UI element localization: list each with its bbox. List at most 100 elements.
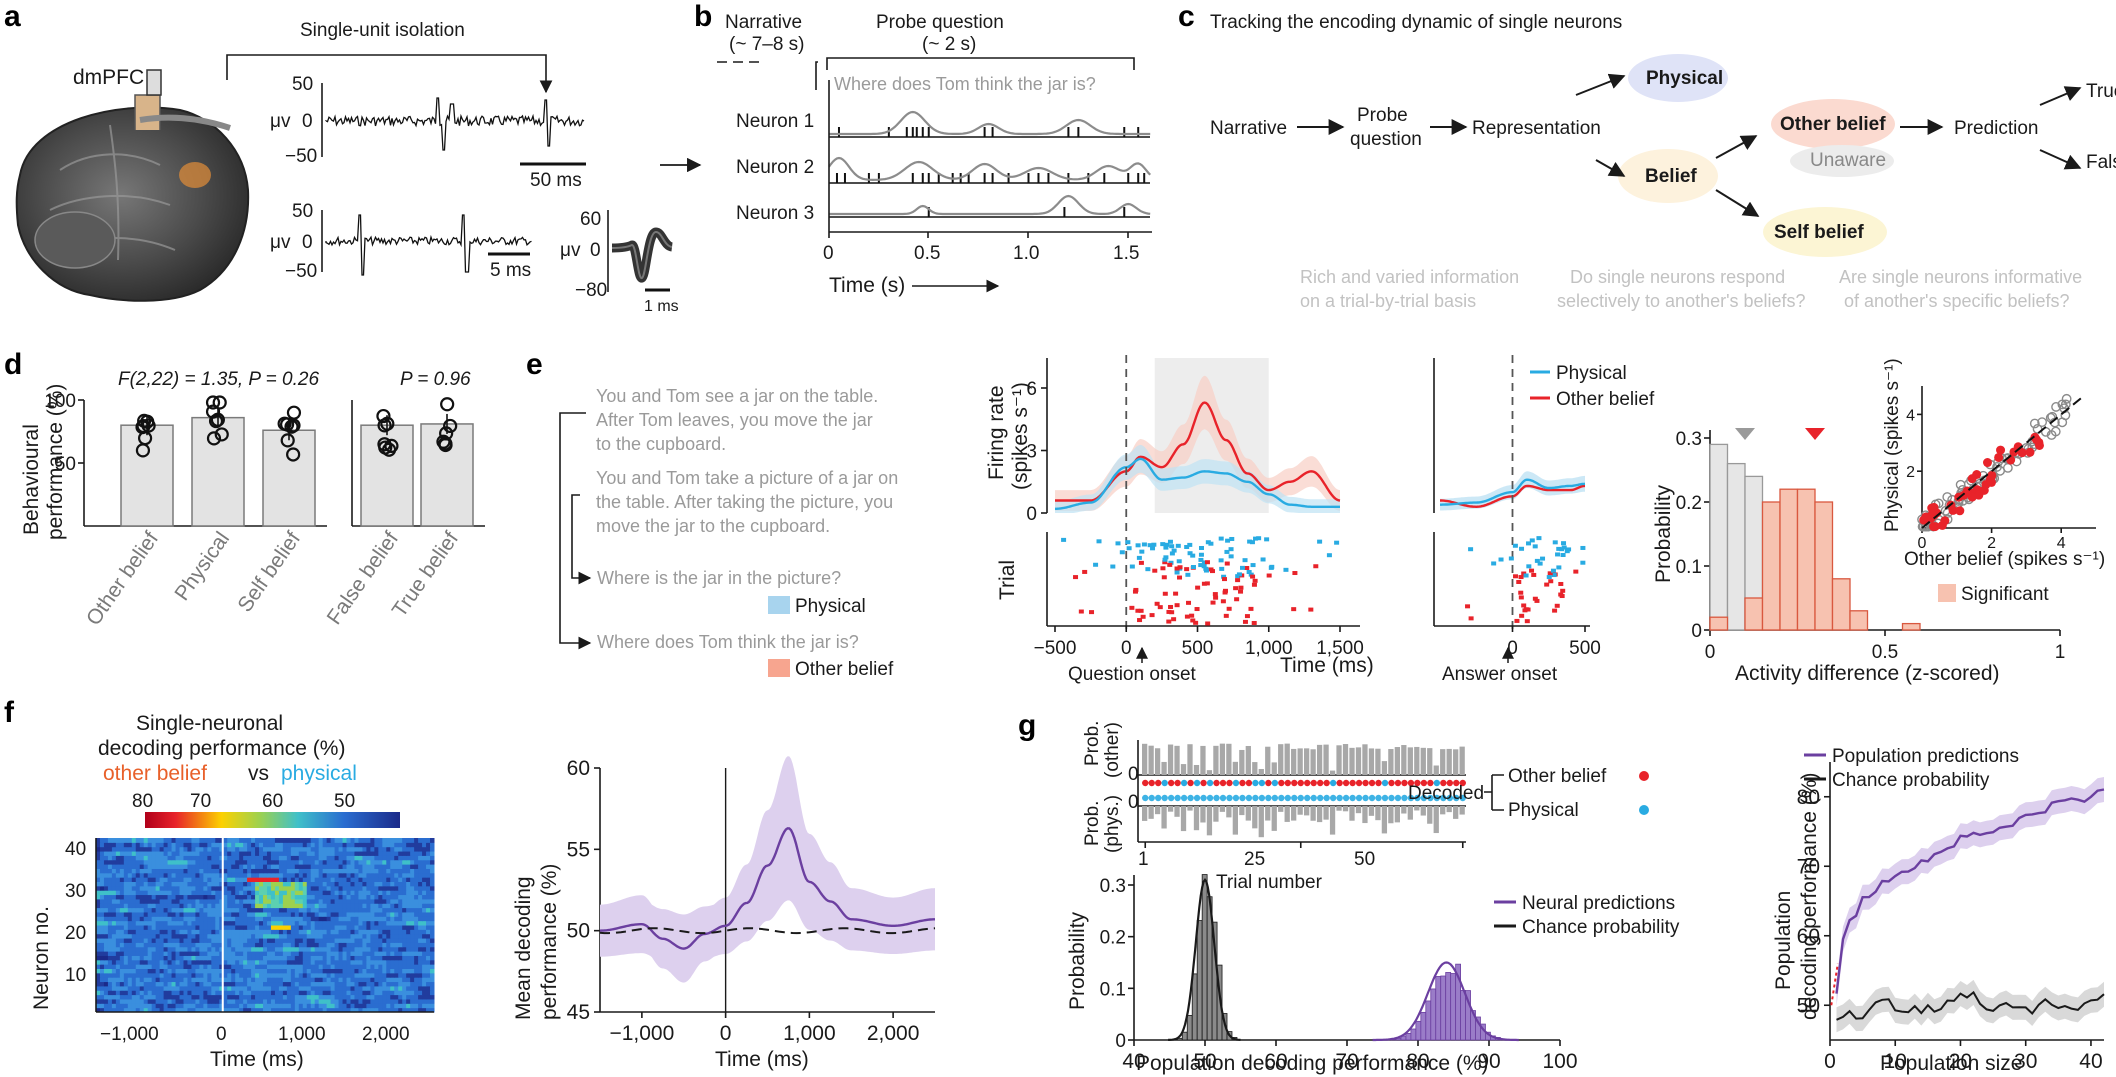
heat-cell <box>151 885 157 891</box>
heat-cell <box>199 972 204 978</box>
heat-cell <box>175 907 181 913</box>
heat-cell <box>235 968 240 974</box>
heat-cell <box>147 855 153 861</box>
heat-cell <box>290 968 296 974</box>
heat-cell <box>282 1007 288 1013</box>
heat-cell <box>354 877 359 882</box>
heat-cell <box>159 864 165 869</box>
heat-cell <box>310 903 316 909</box>
heat-cell <box>298 929 304 935</box>
heat-cell <box>227 994 232 1000</box>
heat-cell <box>115 907 121 913</box>
scatter-point <box>2032 424 2043 434</box>
heat-cell <box>418 929 423 935</box>
heat-cell <box>394 877 399 882</box>
heat-cell <box>378 877 383 882</box>
scatter-point-significant <box>2009 447 2019 457</box>
heat-cell <box>227 911 232 917</box>
heat-cell <box>266 885 272 891</box>
heat-cell <box>426 985 431 991</box>
heat-cell <box>318 846 324 852</box>
heat-cell <box>274 911 280 917</box>
prob-bar-physical <box>1161 806 1167 829</box>
heat-cell <box>99 1007 105 1013</box>
heat-cell <box>223 925 228 930</box>
prob-bar-other <box>1180 764 1187 775</box>
heat-cell <box>310 846 316 852</box>
heat-cell <box>107 994 113 1000</box>
heat-cell <box>342 903 348 909</box>
category-label: Other belief <box>82 528 163 630</box>
heat-cell <box>282 929 288 935</box>
heat-cell <box>231 885 236 891</box>
heat-cell <box>147 894 153 900</box>
heat-cell <box>430 898 435 904</box>
heat-cell <box>175 968 181 974</box>
heat-cell <box>179 972 184 978</box>
heat-cell <box>151 859 157 865</box>
heat-cell <box>390 990 395 996</box>
heat-cell <box>139 972 145 978</box>
heat-cell <box>131 951 137 956</box>
e-histogram: 0.30.20.100 0.5 1 <box>1676 428 2065 663</box>
heat-cell <box>338 916 344 922</box>
heat-cell <box>386 990 391 996</box>
heat-cell <box>119 977 125 983</box>
heat-cell <box>418 885 423 891</box>
heat-cell <box>366 938 371 943</box>
heat-cell <box>402 1003 407 1009</box>
heat-cell <box>107 907 113 913</box>
heat-cell <box>263 881 268 887</box>
heat-cell <box>318 842 324 848</box>
raster-spike <box>1326 553 1332 558</box>
heat-cell <box>362 877 367 882</box>
heat-cell <box>394 890 399 896</box>
heat-cell <box>251 859 256 865</box>
heat-cell <box>231 859 236 865</box>
heat-cell <box>306 1003 312 1009</box>
heat-cell <box>266 994 272 1000</box>
heat-cell <box>334 877 340 882</box>
heat-cell <box>151 972 157 978</box>
heat-cell <box>96 972 101 978</box>
heat-cell <box>310 894 316 900</box>
heat-cell <box>263 846 268 852</box>
heat-cell <box>270 968 276 974</box>
heat-cell <box>123 946 129 952</box>
raster-spike <box>1238 589 1244 594</box>
heat-cell <box>414 929 419 935</box>
heat-cell <box>318 981 324 987</box>
heat-cell <box>215 868 220 874</box>
heat-cell <box>203 968 208 974</box>
heat-cell <box>231 964 236 969</box>
hist-bar-nonsig <box>1726 462 1746 631</box>
heat-cell <box>390 977 395 983</box>
heat-cell <box>338 968 344 974</box>
y-tick: 45 <box>567 1001 590 1024</box>
heat-cell <box>203 842 208 848</box>
heat-cell <box>203 938 208 943</box>
decoded-dot <box>1355 794 1363 802</box>
heat-cell <box>394 907 399 913</box>
raster-spike <box>1224 549 1230 554</box>
heat-cell <box>223 920 228 926</box>
heat-cell <box>247 981 252 987</box>
heat-cell <box>131 872 137 878</box>
heat-cell <box>326 933 332 939</box>
heat-cell <box>135 981 141 987</box>
heat-cell <box>406 1007 411 1013</box>
heat-cell <box>282 898 288 904</box>
heat-cell <box>422 859 427 865</box>
heat-cell <box>259 868 264 874</box>
heat-cell <box>263 898 268 904</box>
heat-cell <box>96 998 101 1004</box>
heat-cell <box>191 959 196 965</box>
heat-cell <box>143 981 149 987</box>
heat-cell <box>115 920 121 926</box>
heat-cell <box>151 964 157 969</box>
heat-cell <box>350 855 355 861</box>
decoded-dot <box>1388 794 1395 802</box>
heat-cell <box>414 838 419 843</box>
raster-spike <box>1167 539 1173 544</box>
heat-cell <box>96 916 101 922</box>
